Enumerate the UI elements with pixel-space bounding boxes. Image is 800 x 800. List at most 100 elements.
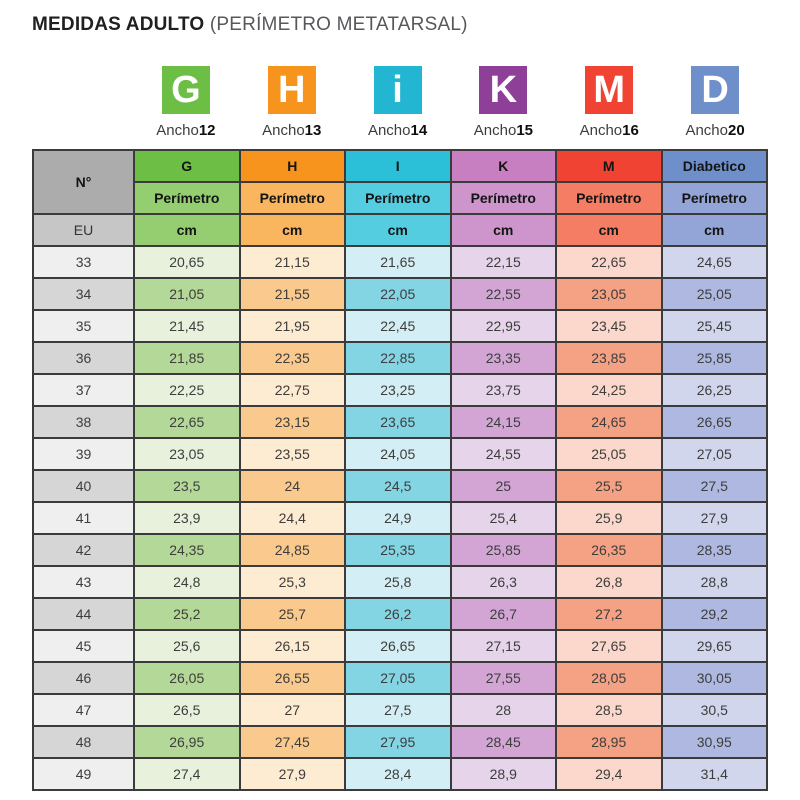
value-cell: 22,95 — [449, 309, 557, 343]
width-label: Ancho12 — [156, 122, 215, 139]
unit-header: cm — [555, 213, 663, 247]
page-title: MEDIDAS ADULTO (PERÍMETRO METATARSAL) — [32, 14, 768, 36]
value-cell: 27 — [238, 693, 346, 727]
width-legend: G Ancho12 H Ancho13 i Ancho14 K Ancho15 M Ancho16… — [133, 66, 768, 139]
perimetro-header: Perímetro — [238, 181, 346, 215]
value-cell: 22,85 — [344, 341, 452, 375]
value-cell: 25,5 — [555, 469, 663, 503]
table-row: 39 23,05 23,55 24,05 24,55 25,05 27,05 — [32, 437, 768, 471]
value-cell: 25,85 — [660, 341, 768, 375]
width-badge-H: H — [267, 66, 316, 114]
width-label-number: 14 — [410, 122, 428, 139]
value-cell: 27,05 — [660, 437, 768, 471]
value-cell: 25,85 — [449, 533, 557, 567]
header-row-units: EU cm cm cm cm cm cm — [32, 213, 768, 247]
value-cell: 21,55 — [238, 277, 346, 311]
value-cell: 25,05 — [555, 437, 663, 471]
eu-size-cell: 33 — [32, 245, 135, 279]
width-badge-i: i — [373, 66, 422, 114]
width-label: Ancho20 — [685, 122, 744, 139]
value-cell: 27,55 — [449, 661, 557, 695]
value-cell: 26,25 — [660, 373, 768, 407]
value-cell: 27,15 — [449, 629, 557, 663]
eu-size-cell: 36 — [32, 341, 135, 375]
width-badge-K: K — [479, 66, 528, 114]
value-cell: 27,95 — [344, 725, 452, 759]
value-cell: 26,7 — [449, 597, 557, 631]
width-badge-group: D Ancho20 — [662, 66, 768, 139]
value-cell: 21,65 — [344, 245, 452, 279]
value-cell: 29,4 — [555, 757, 663, 791]
value-cell: 23,05 — [555, 277, 663, 311]
perimetro-header: Perímetro — [660, 181, 768, 215]
value-cell: 24,55 — [449, 437, 557, 471]
value-cell: 26,3 — [449, 565, 557, 599]
value-cell: 28,35 — [660, 533, 768, 567]
eu-header: EU — [32, 213, 135, 247]
page-title-sub: (PERÍMETRO METATARSAL) — [209, 14, 468, 35]
value-cell: 22,15 — [449, 245, 557, 279]
width-badge-G: G — [161, 66, 210, 114]
value-cell: 26,65 — [344, 629, 452, 663]
width-badge-group: K Ancho15 — [450, 66, 556, 139]
eu-size-cell: 40 — [32, 469, 135, 503]
table-row: 41 23,9 24,4 24,9 25,4 25,9 27,9 — [32, 501, 768, 535]
value-cell: 25,05 — [660, 277, 768, 311]
value-cell: 25,6 — [133, 629, 241, 663]
width-label-text: Ancho — [685, 122, 728, 139]
table-row: 45 25,6 26,15 26,65 27,15 27,65 29,65 — [32, 629, 768, 663]
value-cell: 25,35 — [344, 533, 452, 567]
value-cell: 24,9 — [344, 501, 452, 535]
value-cell: 28,8 — [660, 565, 768, 599]
value-cell: 25,3 — [238, 565, 346, 599]
width-badge-group: M Ancho16 — [556, 66, 662, 139]
table-row: 40 23,5 24 24,5 25 25,5 27,5 — [32, 469, 768, 503]
value-cell: 23,5 — [133, 469, 241, 503]
value-cell: 22,45 — [344, 309, 452, 343]
width-label-number: 16 — [622, 122, 639, 139]
value-cell: 22,55 — [449, 277, 557, 311]
width-label: Ancho16 — [580, 122, 639, 139]
corner-header: N° — [32, 149, 135, 215]
value-cell: 27,9 — [238, 757, 346, 791]
value-cell: 26,55 — [238, 661, 346, 695]
value-cell: 27,05 — [344, 661, 452, 695]
width-label-text: Ancho — [262, 122, 305, 139]
width-badge-group: i Ancho14 — [345, 66, 451, 139]
value-cell: 23,65 — [344, 405, 452, 439]
value-cell: 25 — [449, 469, 557, 503]
width-label: Ancho13 — [262, 122, 321, 139]
width-label-number: 13 — [304, 122, 322, 139]
value-cell: 28,45 — [449, 725, 557, 759]
width-label: Ancho14 — [368, 122, 427, 139]
value-cell: 22,25 — [133, 373, 241, 407]
value-cell: 25,8 — [344, 565, 452, 599]
width-badge-M: M — [585, 66, 634, 114]
eu-size-cell: 48 — [32, 725, 135, 759]
eu-size-cell: 45 — [32, 629, 135, 663]
value-cell: 21,95 — [238, 309, 346, 343]
column-header-diabetico: Diabetico — [660, 149, 768, 183]
eu-size-cell: 47 — [32, 693, 135, 727]
column-header-m: M — [555, 149, 663, 183]
value-cell: 23,25 — [344, 373, 452, 407]
value-cell: 26,15 — [238, 629, 346, 663]
width-label: Ancho15 — [474, 122, 533, 139]
eu-size-cell: 37 — [32, 373, 135, 407]
eu-size-cell: 44 — [32, 597, 135, 631]
column-header-i: I — [344, 149, 452, 183]
table-body: 33 20,65 21,15 21,65 22,15 22,65 24,65 34 21,05 2… — [32, 245, 768, 791]
value-cell: 23,15 — [238, 405, 346, 439]
value-cell: 27,4 — [133, 757, 241, 791]
value-cell: 24,15 — [449, 405, 557, 439]
value-cell: 21,05 — [133, 277, 241, 311]
value-cell: 24,85 — [238, 533, 346, 567]
width-badge-group: G Ancho12 — [133, 66, 239, 139]
width-label-number: 15 — [516, 122, 534, 139]
table-row: 42 24,35 24,85 25,35 25,85 26,35 28,35 — [32, 533, 768, 567]
header-row-perimetro: Perímetro Perímetro Perímetro Perímetro Perí… — [33, 181, 768, 215]
value-cell: 27,5 — [344, 693, 452, 727]
value-cell: 29,65 — [660, 629, 768, 663]
value-cell: 21,45 — [133, 309, 241, 343]
